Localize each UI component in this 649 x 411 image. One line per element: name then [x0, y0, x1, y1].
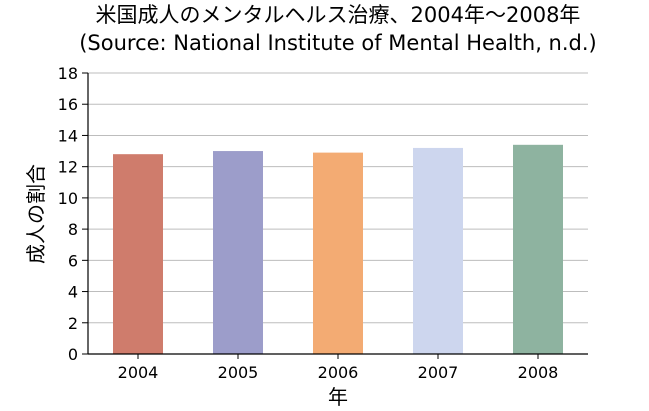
y-tick-labels: 0 2 4 6 8 10 12 14 16 18 [58, 64, 88, 364]
y-tick-label: 10 [58, 189, 78, 208]
y-tick-label: 8 [68, 220, 78, 239]
x-tick-label: 2007 [418, 363, 459, 382]
x-axis-label: 年 [328, 385, 348, 409]
bar-2004 [113, 154, 163, 354]
x-tick-label: 2004 [118, 363, 159, 382]
x-tick-labels: 2004 2005 2006 2007 2008 [118, 354, 559, 382]
y-tick-label: 18 [58, 64, 78, 83]
y-tick-label: 2 [68, 314, 78, 333]
x-tick-label: 2005 [218, 363, 259, 382]
bars [113, 144, 563, 354]
y-tick-label: 16 [58, 95, 78, 114]
y-tick-label: 4 [68, 283, 78, 302]
chart-title: 米国成人のメンタルヘルス治療、2004年～2008年 [96, 3, 581, 27]
bar-2007 [413, 147, 463, 354]
x-tick-label: 2008 [518, 363, 559, 382]
bar-2008 [513, 144, 563, 354]
x-tick-label: 2006 [318, 363, 359, 382]
bar-2006 [313, 152, 363, 354]
bar-2005 [213, 151, 263, 354]
y-tick-label: 14 [58, 126, 78, 145]
y-tick-label: 6 [68, 251, 78, 270]
y-axis-label: 成人の割合 [24, 164, 48, 264]
y-tick-label: 12 [58, 158, 78, 177]
chart-subtitle: (Source: National Institute of Mental He… [79, 31, 597, 55]
y-tick-label: 0 [68, 345, 78, 364]
